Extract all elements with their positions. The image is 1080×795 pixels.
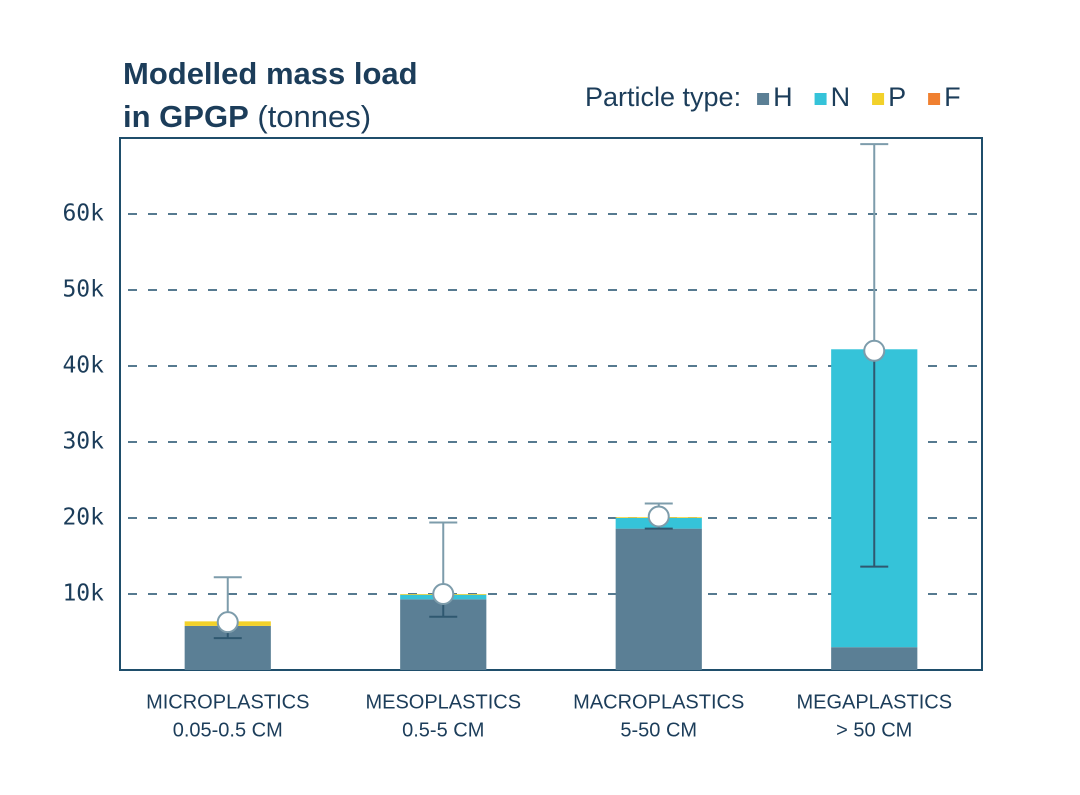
estimate-point [432, 583, 455, 605]
y-tick-label: 50k [62, 277, 104, 303]
estimate-point [647, 505, 670, 528]
legend-label: P [888, 82, 906, 112]
bar-segment [831, 647, 918, 670]
chart-title-line2: in GPGP (tonnes) [123, 99, 371, 134]
legend-swatch [872, 93, 885, 105]
y-tick-label: 30k [62, 429, 104, 455]
chart-title: Modelled mass load [123, 56, 418, 91]
legend-swatch [814, 93, 827, 105]
legend-label: N [831, 82, 851, 112]
x-tick-sublabel: > 50 CM [836, 719, 912, 741]
y-tick-label: 20k [62, 505, 104, 531]
title-bold: in GPGP [123, 99, 249, 134]
estimate-point [863, 339, 886, 362]
x-tick-label: MICROPLASTICS [146, 691, 309, 713]
x-tick-label: MEGAPLASTICS [796, 691, 952, 713]
x-tick-sublabel: 5-50 CM [620, 719, 697, 741]
bar-segment [615, 528, 702, 670]
legend-label: H [773, 82, 793, 112]
legend-swatch [928, 93, 941, 105]
legend-label: F [944, 82, 961, 112]
legend-title: Particle type: [585, 82, 741, 112]
x-tick-sublabel: 0.5-5 CM [402, 719, 484, 741]
x-tick-label: MESOPLASTICS [365, 691, 521, 713]
x-tick-label: MACROPLASTICS [573, 691, 744, 713]
title-unit: (tonnes) [257, 99, 371, 134]
y-tick-label: 60k [62, 201, 104, 227]
legend-swatch [757, 93, 770, 105]
y-tick-label: 10k [62, 581, 104, 607]
estimate-point [216, 611, 239, 634]
plot-frame [119, 137, 983, 671]
y-tick-label: 40k [62, 353, 104, 379]
x-tick-sublabel: 0.05-0.5 CM [173, 719, 283, 741]
